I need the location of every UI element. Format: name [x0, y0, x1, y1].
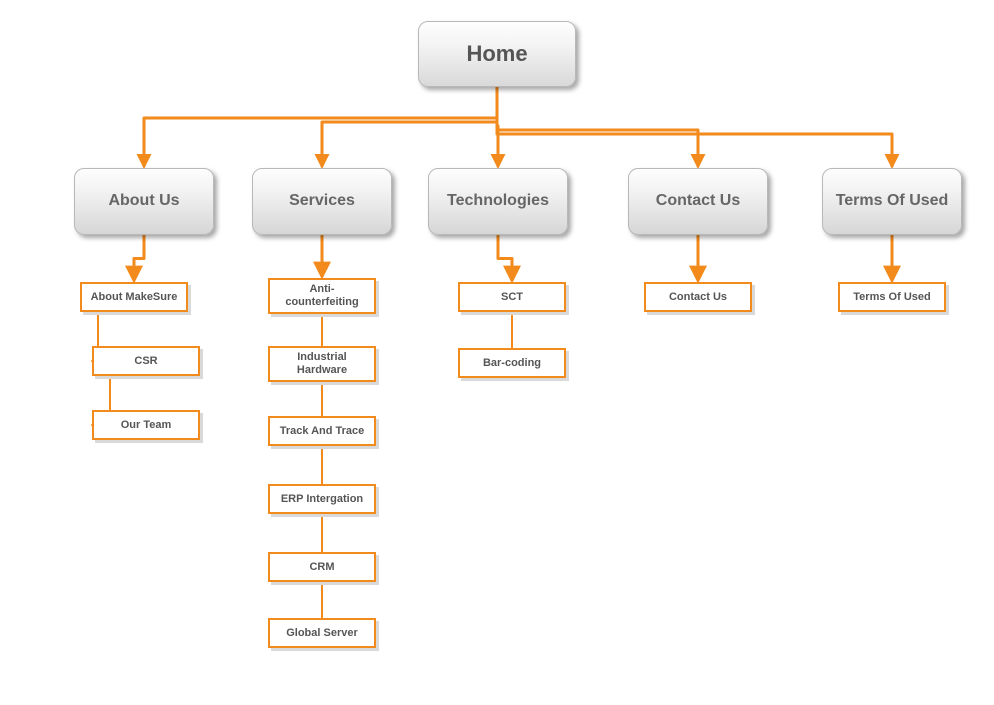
node-contact1: Contact Us — [644, 282, 752, 312]
node-label: SCT — [464, 291, 560, 304]
node-label: CSR — [98, 355, 194, 368]
node-about1: About MakeSure — [80, 282, 188, 312]
node-label: Bar-coding — [464, 357, 560, 370]
node-label: Home — [423, 41, 571, 66]
node-about3: Our Team — [92, 410, 200, 440]
node-label: ERP Intergation — [274, 493, 370, 506]
node-label: Our Team — [98, 419, 194, 432]
node-home: Home — [418, 21, 576, 87]
node-about: About Us — [74, 168, 214, 235]
node-terms1: Terms Of Used — [838, 282, 946, 312]
node-label: Terms Of Used — [827, 192, 957, 210]
node-contact: Contact Us — [628, 168, 768, 235]
node-svc3: Track And Trace — [268, 416, 376, 446]
node-label: About MakeSure — [86, 291, 182, 304]
node-svc6: Global Server — [268, 618, 376, 648]
node-about2: CSR — [92, 346, 200, 376]
node-svc4: ERP Intergation — [268, 484, 376, 514]
node-label: Contact Us — [650, 291, 746, 304]
node-label: Technologies — [433, 192, 563, 210]
node-svc5: CRM — [268, 552, 376, 582]
node-label: Global Server — [274, 627, 370, 640]
node-label: Terms Of Used — [844, 291, 940, 304]
node-label: Anti-counterfeiting — [274, 283, 370, 308]
node-label: Track And Trace — [274, 425, 370, 438]
node-terms: Terms Of Used — [822, 168, 962, 235]
node-tech2: Bar-coding — [458, 348, 566, 378]
node-svc2: Industrial Hardware — [268, 346, 376, 382]
node-label: Services — [257, 192, 387, 210]
node-label: CRM — [274, 561, 370, 574]
node-label: About Us — [79, 192, 209, 210]
node-services: Services — [252, 168, 392, 235]
node-tech: Technologies — [428, 168, 568, 235]
sitemap-diagram: Home About Us Services Technologies Contact … — [0, 0, 994, 705]
node-label: Industrial Hardware — [274, 351, 370, 376]
node-tech1: SCT — [458, 282, 566, 312]
node-svc1: Anti-counterfeiting — [268, 278, 376, 314]
node-label: Contact Us — [633, 192, 763, 210]
